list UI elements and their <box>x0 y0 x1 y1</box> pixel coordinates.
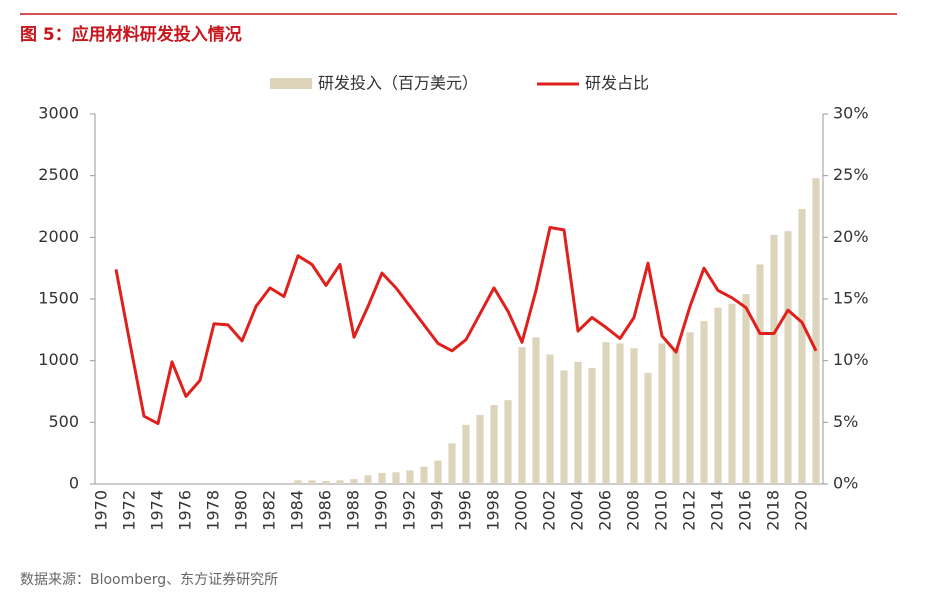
legend-swatch <box>270 78 312 89</box>
x-tick-label: 2018 <box>764 490 783 531</box>
bar <box>714 307 722 484</box>
bar <box>700 321 708 484</box>
bar <box>602 342 610 484</box>
bar <box>378 472 386 484</box>
bar <box>504 400 512 484</box>
legend-label: 研发投入（百万美元） <box>318 74 478 93</box>
x-tick-label: 1992 <box>400 490 419 531</box>
bar <box>490 405 498 484</box>
y-tick-label: 1000 <box>38 350 79 369</box>
bar <box>294 480 302 484</box>
bar <box>770 234 778 484</box>
x-tick-label: 1982 <box>260 490 279 531</box>
x-tick-label: 1984 <box>288 490 307 531</box>
bar <box>434 460 442 484</box>
x-tick-label: 1976 <box>176 490 195 531</box>
bar <box>672 348 680 484</box>
bar <box>322 480 330 484</box>
bar <box>616 343 624 484</box>
bar <box>350 479 358 484</box>
line-series <box>114 226 818 426</box>
x-tick-label: 2008 <box>624 490 643 531</box>
x-tick-label: 1974 <box>148 490 167 531</box>
bar <box>462 424 470 484</box>
bar <box>686 332 694 484</box>
bar <box>420 466 428 484</box>
x-tick-label: 1986 <box>316 490 335 531</box>
y2-tick-label: 20% <box>833 227 869 246</box>
x-tick-label: 1970 <box>92 490 111 531</box>
x-tick-label: 1990 <box>372 490 391 531</box>
y2-tick-label: 10% <box>833 350 869 369</box>
x-tick-label: 1996 <box>456 490 475 531</box>
y-tick-label: 2000 <box>38 227 79 246</box>
source-note: 数据来源：Bloomberg、东方证券研究所 <box>20 572 278 588</box>
y2-tick-label: 15% <box>833 289 869 308</box>
y-tick-label: 1500 <box>38 289 79 308</box>
bar <box>518 347 526 484</box>
x-tick-label: 2000 <box>512 490 531 531</box>
y2-tick-label: 0% <box>833 474 858 493</box>
bar <box>546 354 554 484</box>
bar <box>308 480 316 484</box>
y-tick-label: 500 <box>48 412 79 431</box>
bar <box>406 470 414 484</box>
bar <box>798 208 806 484</box>
bar <box>476 414 484 484</box>
bar <box>574 361 582 484</box>
x-tick-label: 1972 <box>120 490 139 531</box>
bar <box>644 373 652 484</box>
x-tick-label: 1994 <box>428 490 447 531</box>
bar <box>588 368 596 484</box>
y-tick-label: 3000 <box>38 104 79 123</box>
bar <box>336 480 344 484</box>
y-tick-label: 2500 <box>38 165 79 184</box>
x-tick-label: 2010 <box>652 490 671 531</box>
bar <box>448 443 456 484</box>
y-tick-label: 0 <box>69 474 79 493</box>
x-tick-label: 2020 <box>792 490 811 531</box>
x-tick-label: 2004 <box>568 490 587 531</box>
bar <box>742 294 750 484</box>
x-tick-label: 1988 <box>344 490 363 531</box>
chart-title: 图 5：应用材料研发投入情况 <box>20 24 242 45</box>
bar <box>630 348 638 484</box>
x-tick-label: 2002 <box>540 490 559 531</box>
bar <box>392 472 400 484</box>
x-tick-label: 2012 <box>680 490 699 531</box>
x-tick-label: 1978 <box>204 490 223 531</box>
x-tick-label: 2016 <box>736 490 755 531</box>
x-tick-label: 2014 <box>708 490 727 531</box>
x-tick-label: 2006 <box>596 490 615 531</box>
bar <box>560 370 568 484</box>
bar <box>532 337 540 484</box>
bar <box>812 178 820 484</box>
legend-label: 研发占比 <box>585 74 649 93</box>
bar <box>728 303 736 484</box>
y2-tick-label: 30% <box>833 104 869 123</box>
x-tick-label: 1998 <box>484 490 503 531</box>
bar <box>756 264 764 484</box>
bar <box>784 231 792 484</box>
y2-tick-label: 25% <box>833 165 869 184</box>
y2-tick-label: 5% <box>833 412 858 431</box>
bar <box>364 475 372 484</box>
x-tick-label: 1980 <box>232 490 251 531</box>
bar <box>658 343 666 484</box>
